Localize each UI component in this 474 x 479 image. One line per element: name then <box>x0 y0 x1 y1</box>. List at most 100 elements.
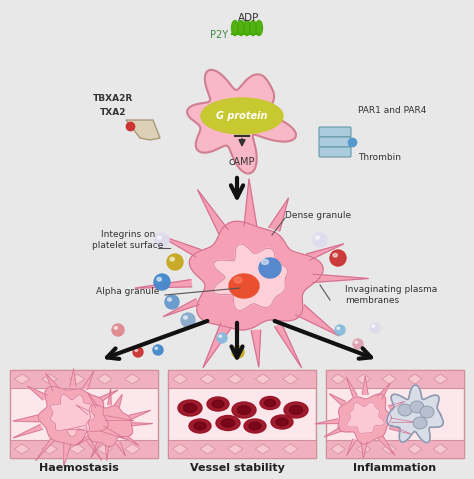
Polygon shape <box>283 444 298 454</box>
Polygon shape <box>91 443 100 458</box>
Polygon shape <box>324 427 342 437</box>
Bar <box>168 370 316 388</box>
Polygon shape <box>433 444 447 454</box>
Ellipse shape <box>372 325 374 327</box>
Ellipse shape <box>232 402 256 418</box>
Polygon shape <box>387 385 443 443</box>
Polygon shape <box>331 444 345 454</box>
Polygon shape <box>255 374 270 384</box>
Polygon shape <box>126 436 139 445</box>
Ellipse shape <box>255 21 263 35</box>
Polygon shape <box>13 415 39 422</box>
FancyBboxPatch shape <box>319 127 351 137</box>
Polygon shape <box>46 373 59 391</box>
Polygon shape <box>173 374 188 384</box>
Polygon shape <box>105 445 109 460</box>
Polygon shape <box>251 330 261 367</box>
Ellipse shape <box>234 349 237 351</box>
Ellipse shape <box>353 339 363 349</box>
Ellipse shape <box>217 333 227 343</box>
Ellipse shape <box>260 397 280 410</box>
Ellipse shape <box>232 346 244 358</box>
Polygon shape <box>87 439 101 460</box>
Polygon shape <box>100 426 126 439</box>
Ellipse shape <box>337 327 340 330</box>
Polygon shape <box>38 387 108 445</box>
Polygon shape <box>132 423 153 426</box>
Text: Invaginating plasma
membranes: Invaginating plasma membranes <box>345 285 437 305</box>
Polygon shape <box>173 444 188 454</box>
Polygon shape <box>126 120 160 140</box>
Polygon shape <box>283 374 298 384</box>
Polygon shape <box>433 374 447 384</box>
Polygon shape <box>163 299 199 317</box>
Ellipse shape <box>330 250 346 266</box>
Polygon shape <box>388 401 405 410</box>
Polygon shape <box>255 444 270 454</box>
Polygon shape <box>70 444 85 454</box>
Text: TBXA2R: TBXA2R <box>93 93 133 103</box>
Bar <box>10 370 158 388</box>
Ellipse shape <box>133 347 143 357</box>
Polygon shape <box>389 425 412 434</box>
Text: PAR1 and PAR4: PAR1 and PAR4 <box>358 105 427 114</box>
Ellipse shape <box>221 419 235 427</box>
Ellipse shape <box>237 406 251 414</box>
Polygon shape <box>86 405 133 447</box>
Bar <box>326 370 464 388</box>
Polygon shape <box>50 395 95 437</box>
Ellipse shape <box>183 316 188 319</box>
Ellipse shape <box>237 21 245 35</box>
Polygon shape <box>382 374 396 384</box>
Ellipse shape <box>216 415 240 431</box>
Ellipse shape <box>355 341 357 343</box>
Ellipse shape <box>158 236 162 239</box>
Ellipse shape <box>249 21 256 35</box>
Polygon shape <box>392 418 415 422</box>
Polygon shape <box>105 416 134 421</box>
Polygon shape <box>42 374 57 384</box>
Polygon shape <box>244 179 257 226</box>
Ellipse shape <box>183 404 197 412</box>
Ellipse shape <box>154 274 170 290</box>
Polygon shape <box>70 369 76 386</box>
Polygon shape <box>97 374 112 384</box>
Polygon shape <box>346 439 356 456</box>
Polygon shape <box>83 371 94 389</box>
Polygon shape <box>99 390 118 401</box>
Ellipse shape <box>264 399 275 407</box>
Ellipse shape <box>234 277 242 283</box>
Polygon shape <box>97 444 112 454</box>
FancyBboxPatch shape <box>319 137 351 147</box>
Ellipse shape <box>398 404 412 416</box>
Polygon shape <box>361 442 367 459</box>
Ellipse shape <box>370 323 380 333</box>
Polygon shape <box>269 198 289 231</box>
Polygon shape <box>198 190 228 234</box>
Text: ADP: ADP <box>238 13 260 23</box>
Ellipse shape <box>155 347 158 349</box>
Polygon shape <box>338 394 392 444</box>
Ellipse shape <box>157 277 162 281</box>
Text: cAMP: cAMP <box>229 157 255 167</box>
Ellipse shape <box>153 345 163 355</box>
Polygon shape <box>228 444 243 454</box>
Ellipse shape <box>249 422 261 430</box>
Ellipse shape <box>313 233 327 247</box>
Polygon shape <box>408 374 422 384</box>
Text: P2Y: P2Y <box>210 30 228 40</box>
Ellipse shape <box>284 402 308 418</box>
Ellipse shape <box>335 325 345 335</box>
Polygon shape <box>14 444 29 454</box>
Polygon shape <box>200 374 215 384</box>
Ellipse shape <box>262 260 268 264</box>
Polygon shape <box>135 280 191 288</box>
FancyBboxPatch shape <box>168 370 316 458</box>
Polygon shape <box>329 394 346 406</box>
Polygon shape <box>70 374 85 384</box>
Polygon shape <box>125 374 140 384</box>
Ellipse shape <box>114 327 118 329</box>
Polygon shape <box>88 393 98 408</box>
Polygon shape <box>307 244 344 260</box>
Text: Alpha granule: Alpha granule <box>96 287 160 297</box>
